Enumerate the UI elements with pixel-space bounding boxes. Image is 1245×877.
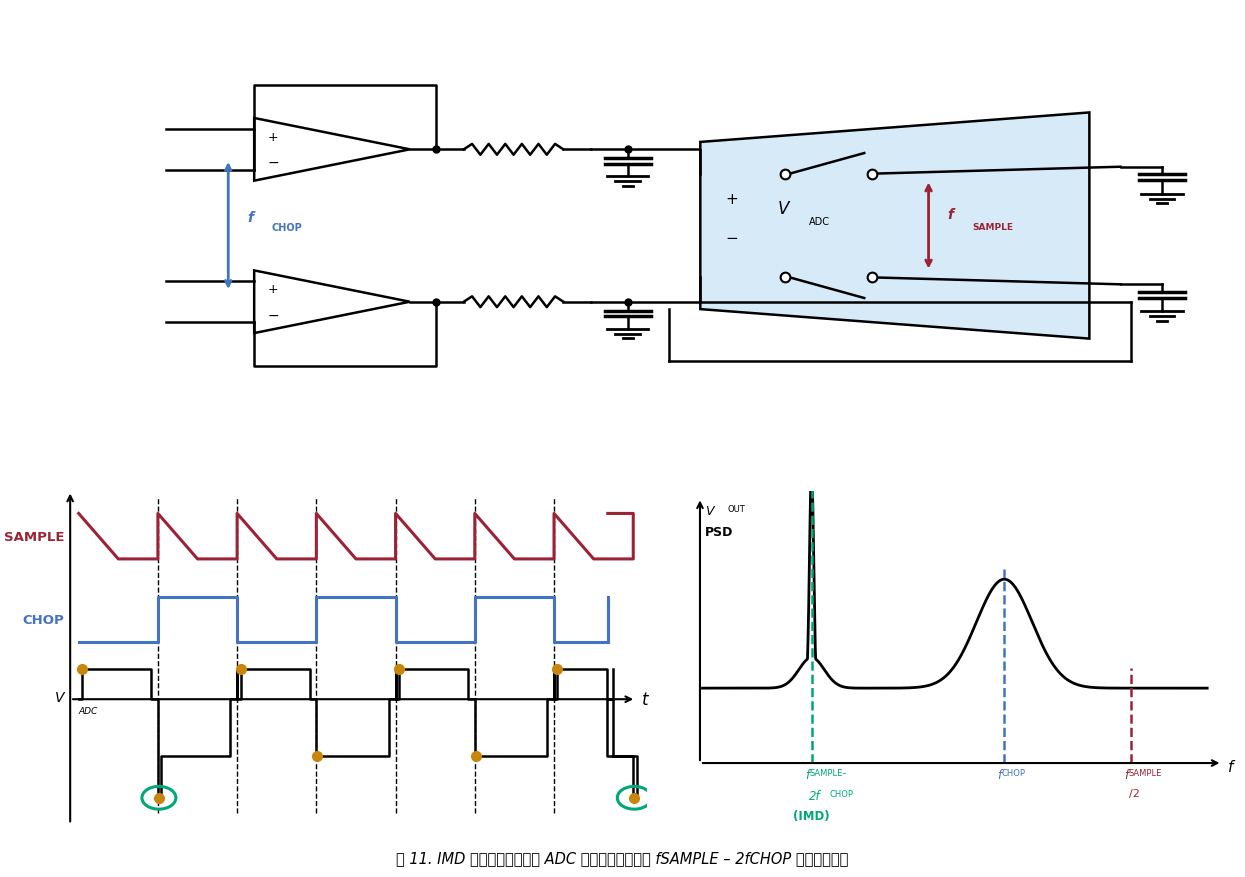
Text: SAMPLE: SAMPLE <box>972 224 1013 232</box>
Text: f: f <box>247 210 253 225</box>
Text: SAMPLE: SAMPLE <box>1128 768 1162 777</box>
Text: CHOP: CHOP <box>829 788 853 798</box>
Text: (IMD): (IMD) <box>793 809 830 822</box>
Text: +: + <box>268 131 278 144</box>
Text: OUT: OUT <box>728 505 746 514</box>
Text: f: f <box>997 768 1002 781</box>
Text: ADC: ADC <box>809 217 830 226</box>
Text: −: − <box>725 231 738 246</box>
Text: t: t <box>641 690 649 709</box>
Text: PSD: PSD <box>705 525 733 538</box>
Text: 2f: 2f <box>809 788 820 802</box>
Text: 图 11. IMD 的一个示例，其中 ADC 对毛刺采样，并在 fSAMPLE – 2fCHOP 处引起混疊。: 图 11. IMD 的一个示例，其中 ADC 对毛刺采样，并在 fSAMPLE … <box>396 850 849 866</box>
Text: ADC: ADC <box>78 706 98 716</box>
Text: −: − <box>266 308 279 322</box>
Text: CHOP: CHOP <box>22 613 65 626</box>
Text: CHOP: CHOP <box>1002 768 1026 777</box>
Text: f: f <box>806 768 809 781</box>
Text: V: V <box>55 690 65 704</box>
Text: +: + <box>725 192 738 207</box>
Text: f: f <box>1124 768 1128 781</box>
Text: SAMPLE–: SAMPLE– <box>809 768 847 777</box>
Text: −: − <box>266 156 279 170</box>
Text: +: + <box>268 283 278 296</box>
Text: /2: /2 <box>1128 788 1139 798</box>
Text: SAMPLE: SAMPLE <box>4 530 65 543</box>
Text: CHOP: CHOP <box>271 223 303 233</box>
Text: f: f <box>947 208 954 222</box>
Text: V: V <box>778 200 789 218</box>
Text: f: f <box>1228 759 1233 774</box>
Polygon shape <box>700 113 1089 339</box>
Text: V: V <box>705 505 713 517</box>
